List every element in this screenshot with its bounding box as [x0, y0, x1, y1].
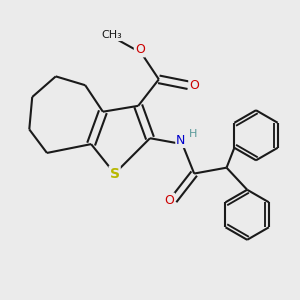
Text: S: S — [110, 167, 120, 181]
Text: O: O — [164, 194, 174, 207]
Text: N: N — [176, 134, 186, 147]
Text: O: O — [135, 44, 145, 56]
Text: O: O — [189, 79, 199, 92]
Text: H: H — [188, 129, 197, 139]
Text: CH₃: CH₃ — [101, 30, 122, 40]
